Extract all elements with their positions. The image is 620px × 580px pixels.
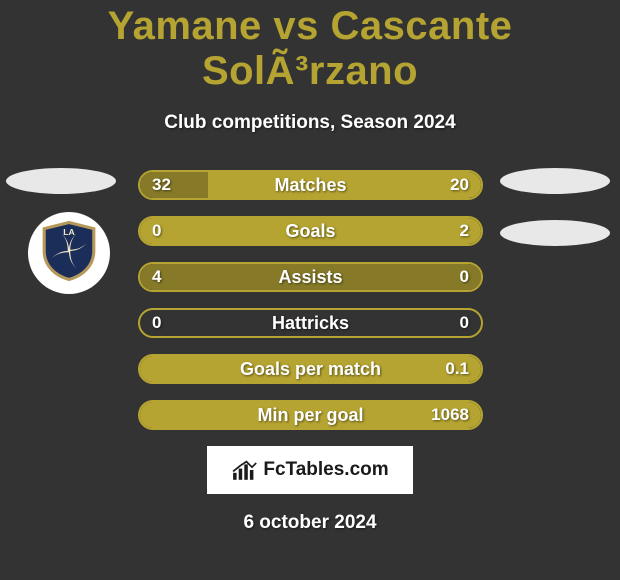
stat-label: Matches: [140, 172, 481, 198]
flag-right-1: [500, 168, 610, 194]
la-galaxy-icon: LA: [38, 220, 100, 287]
flag-left: [6, 168, 116, 194]
stat-row: 3220Matches: [138, 170, 483, 200]
stat-rows: 3220Matches 02Goals 40Assists 00Hattricks 0.…: [138, 170, 483, 430]
page-title: Yamane vs Cascante SolÃ³rzano: [0, 4, 620, 94]
stat-label: Assists: [140, 264, 481, 290]
stat-row: 40Assists: [138, 262, 483, 292]
stat-row: 0.1Goals per match: [138, 354, 483, 384]
flag-right-2: [500, 220, 610, 246]
stat-row: 00Hattricks: [138, 308, 483, 338]
branding-box: FcTables.com: [207, 446, 413, 494]
chart-icon: [231, 458, 259, 482]
stat-row: 02Goals: [138, 216, 483, 246]
stat-row: 1068Min per goal: [138, 400, 483, 430]
stat-label: Min per goal: [140, 402, 481, 428]
stat-label: Hattricks: [140, 310, 481, 336]
branding-text: FcTables.com: [263, 459, 388, 481]
stat-label: Goals: [140, 218, 481, 244]
svg-text:LA: LA: [63, 226, 75, 236]
subtitle: Club competitions, Season 2024: [0, 112, 620, 134]
stats-area: LA 3220Matches 02Goals 40Assists 00Hattrick…: [0, 170, 620, 430]
date-label: 6 october 2024: [0, 512, 620, 534]
stat-label: Goals per match: [140, 356, 481, 382]
comparison-card: Yamane vs Cascante SolÃ³rzano Club compe…: [0, 0, 620, 534]
club-badge-left: LA: [28, 212, 110, 294]
